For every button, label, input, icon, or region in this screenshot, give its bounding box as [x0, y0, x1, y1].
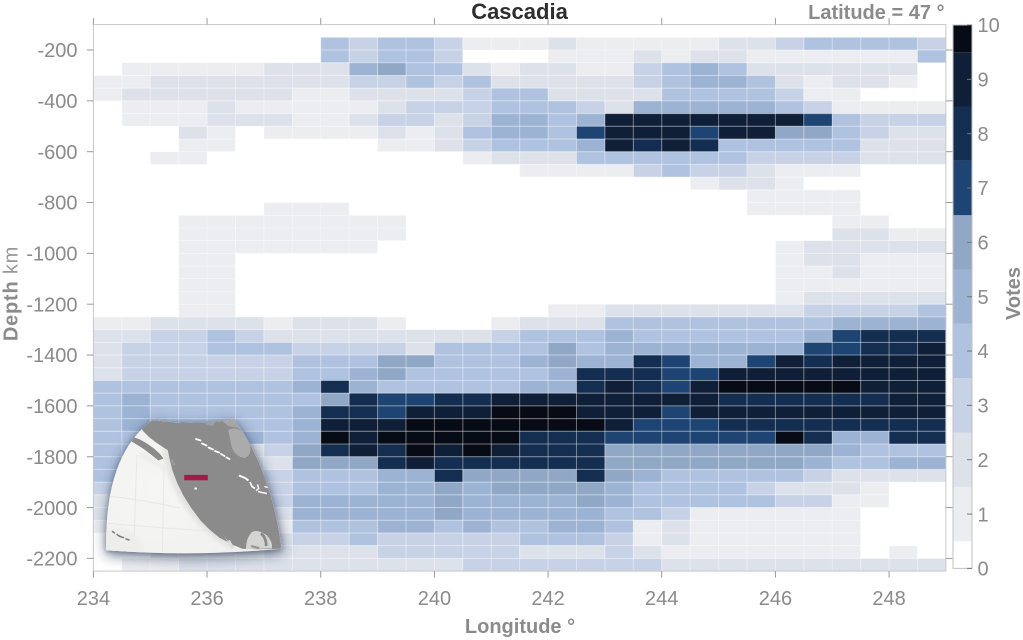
svg-text:-1200: -1200	[26, 294, 77, 316]
svg-text:Longitude °: Longitude °	[465, 616, 575, 638]
svg-text:5: 5	[978, 287, 989, 309]
svg-text:0: 0	[978, 559, 989, 581]
svg-text:242: 242	[531, 588, 564, 610]
svg-text:238: 238	[304, 588, 337, 610]
svg-text:Latitude = 47 °: Latitude = 47 °	[808, 2, 944, 24]
svg-text:8: 8	[978, 124, 989, 146]
svg-text:-200: -200	[37, 40, 77, 62]
svg-text:-1800: -1800	[26, 447, 77, 469]
svg-text:6: 6	[978, 233, 989, 255]
svg-text:234: 234	[77, 588, 110, 610]
svg-text:246: 246	[759, 588, 792, 610]
svg-text:-2000: -2000	[26, 498, 77, 520]
svg-text:-1000: -1000	[26, 244, 77, 266]
svg-text:244: 244	[645, 588, 678, 610]
svg-text:-400: -400	[37, 91, 77, 113]
svg-text:9: 9	[978, 70, 989, 92]
svg-text:-800: -800	[37, 193, 77, 215]
svg-text:2: 2	[978, 450, 989, 472]
svg-text:Cascadia: Cascadia	[471, 0, 568, 24]
svg-text:4: 4	[978, 341, 989, 363]
svg-text:-600: -600	[37, 142, 77, 164]
svg-text:7: 7	[978, 178, 989, 200]
svg-text:Votes: Votes	[1003, 267, 1023, 320]
svg-text:240: 240	[418, 588, 451, 610]
svg-text:248: 248	[872, 588, 905, 610]
svg-text:Depth km: Depth km	[1, 246, 23, 341]
svg-text:3: 3	[978, 396, 989, 418]
svg-text:1: 1	[978, 504, 989, 526]
svg-text:-2200: -2200	[26, 549, 77, 571]
svg-text:-1400: -1400	[26, 345, 77, 367]
svg-text:236: 236	[190, 588, 223, 610]
svg-text:-1600: -1600	[26, 396, 77, 418]
svg-text:10: 10	[978, 15, 1000, 37]
